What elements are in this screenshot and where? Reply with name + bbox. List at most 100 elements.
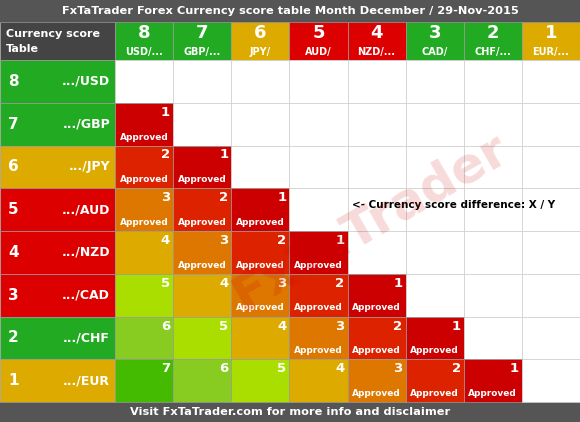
Bar <box>289 274 347 316</box>
Text: 1: 1 <box>545 24 557 42</box>
Bar <box>231 188 289 231</box>
Bar <box>464 231 522 274</box>
Text: 3: 3 <box>429 24 441 42</box>
Text: 1: 1 <box>161 106 170 119</box>
Text: .../GBP: .../GBP <box>62 118 110 131</box>
Text: .../NZD: .../NZD <box>61 246 110 259</box>
Text: 1: 1 <box>510 362 519 375</box>
Bar <box>0 231 115 274</box>
Bar <box>522 22 580 60</box>
Bar <box>289 359 347 402</box>
Bar <box>522 146 580 188</box>
Text: EUR/...: EUR/... <box>532 47 570 57</box>
Bar <box>0 359 115 402</box>
Bar <box>115 103 173 146</box>
Bar <box>522 60 580 103</box>
Bar <box>464 359 522 402</box>
Text: 3: 3 <box>161 191 170 204</box>
Text: <- Currency score difference: X / Y: <- Currency score difference: X / Y <box>353 200 556 210</box>
Text: Approved: Approved <box>352 303 401 313</box>
Text: 8: 8 <box>138 24 150 42</box>
Text: 3: 3 <box>219 234 229 247</box>
Bar <box>115 316 173 359</box>
Bar <box>464 22 522 60</box>
Bar <box>464 103 522 146</box>
Text: 6: 6 <box>219 362 229 375</box>
Text: 6: 6 <box>8 160 19 174</box>
Bar <box>464 60 522 103</box>
Bar <box>0 60 115 103</box>
Bar <box>231 316 289 359</box>
Text: Approved: Approved <box>236 218 285 227</box>
Bar <box>173 146 231 188</box>
Bar <box>405 22 464 60</box>
Bar <box>289 22 347 60</box>
Text: Approved: Approved <box>294 303 343 313</box>
Text: Approved: Approved <box>236 261 285 270</box>
Text: JPY/: JPY/ <box>250 47 271 57</box>
Bar <box>464 274 522 316</box>
Text: GBP/...: GBP/... <box>183 47 221 57</box>
Text: 2: 2 <box>219 191 229 204</box>
Bar <box>289 188 347 231</box>
Text: FxTaTrader: FxTaTrader <box>224 124 516 320</box>
Text: 7: 7 <box>196 24 208 42</box>
Bar <box>289 60 347 103</box>
Bar <box>231 22 289 60</box>
Text: 7: 7 <box>161 362 170 375</box>
Bar <box>289 146 347 188</box>
Text: Approved: Approved <box>178 261 227 270</box>
Bar <box>231 60 289 103</box>
Text: 2: 2 <box>161 149 170 162</box>
Bar <box>0 22 115 60</box>
Text: Approved: Approved <box>119 133 168 141</box>
Text: 4: 4 <box>8 245 19 260</box>
Bar <box>405 274 464 316</box>
Bar <box>405 188 464 231</box>
Text: 3: 3 <box>277 277 287 290</box>
Text: 2: 2 <box>277 234 287 247</box>
Bar <box>522 359 580 402</box>
Bar <box>115 274 173 316</box>
Text: Approved: Approved <box>119 175 168 184</box>
Text: FxTaTrader Forex Currency score table Month December / 29-Nov-2015: FxTaTrader Forex Currency score table Mo… <box>61 6 519 16</box>
Bar <box>405 359 464 402</box>
Text: 5: 5 <box>312 24 325 42</box>
Text: 2: 2 <box>487 24 499 42</box>
Bar <box>173 60 231 103</box>
Bar <box>347 274 405 316</box>
Text: 8: 8 <box>8 74 19 89</box>
Text: 3: 3 <box>335 319 345 333</box>
Bar <box>231 231 289 274</box>
Bar <box>347 22 405 60</box>
Bar <box>347 359 405 402</box>
Text: .../CHF: .../CHF <box>63 331 110 344</box>
Text: Approved: Approved <box>469 389 517 398</box>
Text: 5: 5 <box>219 319 229 333</box>
Bar <box>0 402 580 422</box>
Bar <box>173 274 231 316</box>
Bar <box>405 60 464 103</box>
Bar <box>173 359 231 402</box>
Bar <box>0 146 115 188</box>
Text: 3: 3 <box>393 362 403 375</box>
Text: 1: 1 <box>393 277 403 290</box>
Bar <box>231 146 289 188</box>
Text: Approved: Approved <box>178 175 227 184</box>
Bar <box>0 0 580 22</box>
Text: .../USD: .../USD <box>62 75 110 88</box>
Text: 4: 4 <box>370 24 383 42</box>
Bar <box>405 146 464 188</box>
Bar <box>0 103 115 146</box>
Text: Approved: Approved <box>352 346 401 355</box>
Bar <box>115 359 173 402</box>
Text: 4: 4 <box>219 277 229 290</box>
Text: 4: 4 <box>277 319 287 333</box>
Bar <box>405 103 464 146</box>
Bar <box>289 231 347 274</box>
Text: 6: 6 <box>161 319 170 333</box>
Text: 1: 1 <box>335 234 345 247</box>
Bar <box>231 103 289 146</box>
Bar <box>173 103 231 146</box>
Bar <box>347 60 405 103</box>
